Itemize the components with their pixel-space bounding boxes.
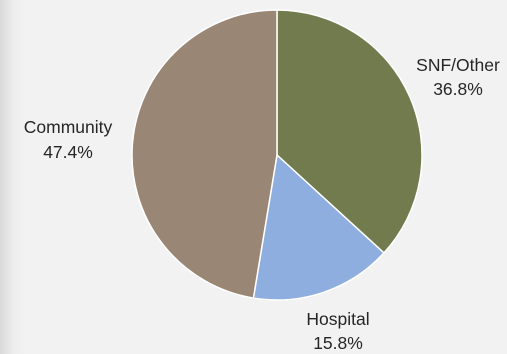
pie-slices (131, 9, 423, 301)
pie-slice-snf-other (276, 9, 423, 254)
label-hospital: Hospital 15.8% (306, 309, 369, 353)
label-snf-other-name: SNF/Other (416, 55, 500, 75)
label-community-value: 47.4% (43, 142, 93, 162)
label-hospital-name: Hospital (306, 309, 369, 329)
label-snf-other: SNF/Other 36.8% (416, 55, 500, 99)
label-community-name: Community (24, 117, 113, 137)
pie-slice-community (131, 9, 278, 299)
pie-slice-hospital (252, 154, 385, 301)
label-snf-other-value: 36.8% (433, 79, 483, 99)
label-community: Community 47.4% (24, 117, 113, 162)
label-hospital-value: 15.8% (313, 333, 363, 353)
